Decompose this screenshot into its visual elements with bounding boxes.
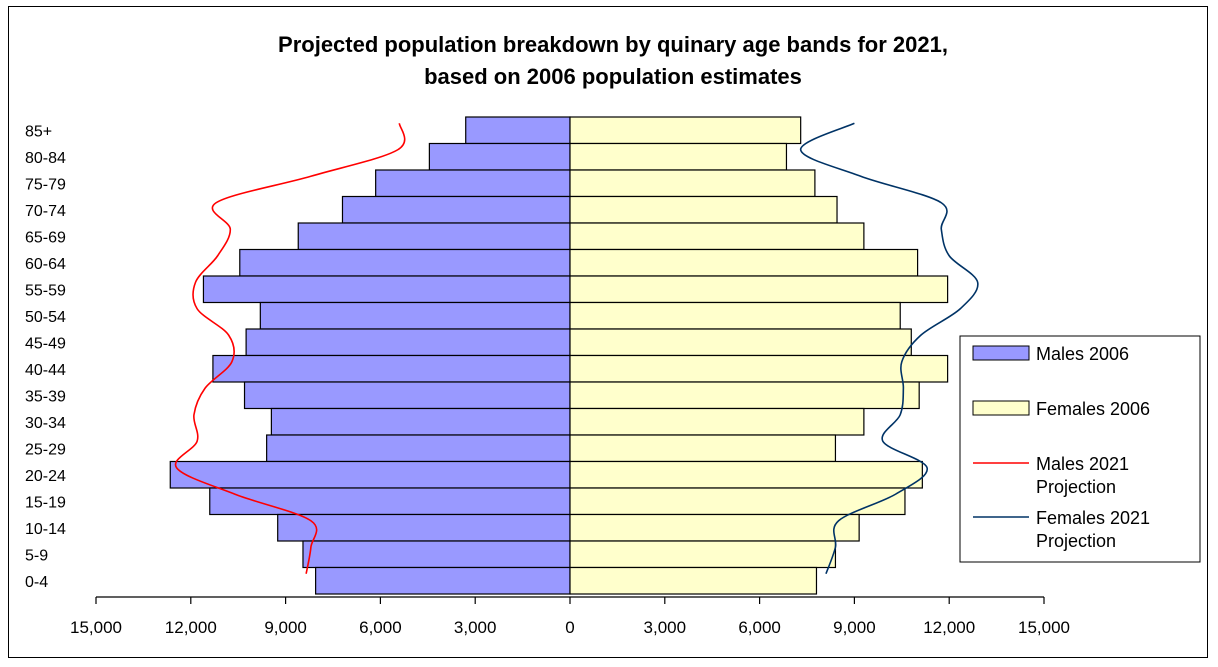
male-2006-bar: [302, 540, 571, 569]
legend-label: Males 2021: [1036, 454, 1129, 474]
x-tick-label: 0: [565, 618, 574, 637]
female-2006-bar: [569, 248, 919, 277]
x-tick-label: 3,000: [454, 618, 497, 637]
legend-label: Males 2006: [1036, 344, 1129, 364]
female-2006-bar: [569, 407, 865, 436]
chart-title-line: Projected population breakdown by quinar…: [278, 32, 948, 57]
female-2006-bar: [569, 222, 865, 251]
male-2006-bar: [428, 142, 571, 171]
male-2006-bar: [202, 275, 571, 304]
bars-layer: [169, 116, 949, 595]
female-2006-bar: [569, 566, 818, 595]
female-2006-bar: [569, 116, 802, 145]
age-band-label: 25-29: [25, 441, 66, 458]
male-2006-bar: [245, 328, 571, 357]
male-2006-bar: [259, 301, 571, 330]
male-2006-bar: [169, 460, 571, 489]
x-tick-label: 15,000: [1018, 618, 1070, 637]
chart-title-line: based on 2006 population estimates: [424, 64, 802, 89]
female-2006-bar: [569, 513, 860, 542]
age-band-label: 85+: [25, 123, 52, 140]
female-2006-bar: [569, 434, 837, 463]
male-2006-bar: [266, 434, 571, 463]
legend-swatch: [972, 345, 1030, 361]
x-tick-label: 3,000: [644, 618, 687, 637]
male-2006-bar: [465, 116, 571, 145]
female-2006-bar: [569, 301, 901, 330]
projection-lines: [174, 122, 979, 575]
female-2006-bar: [569, 142, 788, 171]
male-2006-bar: [375, 169, 571, 198]
chart-title: Projected population breakdown by quinar…: [278, 32, 948, 89]
female-2006-bar: [569, 328, 912, 357]
age-band-label: 55-59: [25, 282, 66, 299]
age-band-label: 0-4: [25, 574, 48, 591]
female-2006-bar: [569, 275, 949, 304]
age-band-label: 15-19: [25, 494, 66, 511]
legend-box: [959, 335, 1201, 563]
female-2006-bar: [569, 195, 838, 224]
age-band-label: 80-84: [25, 150, 66, 167]
female-2006-bar: [569, 487, 906, 516]
age-band-label: 50-54: [25, 309, 66, 326]
male-2006-bar: [243, 381, 571, 410]
age-band-label: 45-49: [25, 335, 66, 352]
male-2006-bar: [270, 407, 571, 436]
legend: Males 2006 Females 2006 Males 2021 Projecti…: [959, 335, 1201, 563]
male-2006-bar: [341, 195, 571, 224]
legend-label: Projection: [1036, 531, 1116, 551]
x-tick-label: 6,000: [359, 618, 402, 637]
legend-label: Females 2006: [1036, 399, 1150, 419]
x-tick-label: 6,000: [738, 618, 781, 637]
age-band-label: 20-24: [25, 468, 66, 485]
x-tick-label: 15,000: [70, 618, 122, 637]
legend-label: Females 2021: [1036, 508, 1150, 528]
age-band-label: 65-69: [25, 229, 66, 246]
male-2006-bar: [212, 354, 571, 383]
male-2006-bar: [277, 513, 571, 542]
x-tick-label: 9,000: [833, 618, 876, 637]
x-tick-label: 9,000: [264, 618, 307, 637]
female-2006-bar: [569, 540, 837, 569]
legend-label: Projection: [1036, 477, 1116, 497]
females-2021-projection-line: [799, 122, 979, 575]
x-tick-label: 12,000: [165, 618, 217, 637]
male-2006-bar: [315, 566, 571, 595]
age-band-labels: 85+ 80-84 75-79 70-74 65-69 60-64 55-59 50-54 45…: [25, 123, 66, 591]
male-2006-bar: [209, 487, 571, 516]
female-2006-bar: [569, 460, 923, 489]
age-band-label: 10-14: [25, 521, 66, 538]
age-band-label: 70-74: [25, 203, 66, 220]
age-band-label: 60-64: [25, 256, 66, 273]
age-band-label: 35-39: [25, 388, 66, 405]
male-2006-bar: [297, 222, 571, 251]
age-band-label: 30-34: [25, 415, 66, 432]
age-band-label: 5-9: [25, 547, 48, 564]
age-band-label: 75-79: [25, 176, 66, 193]
x-tick-label: 12,000: [923, 618, 975, 637]
male-2006-bar: [239, 248, 571, 277]
age-band-label: 40-44: [25, 362, 66, 379]
x-axis: 15,000 12,000 9,000 6,000 3,000 0 3,000 6,000 9,…: [70, 596, 1070, 637]
female-2006-bar: [569, 354, 949, 383]
female-2006-bar: [569, 381, 920, 410]
males-2021-projection-line: [174, 123, 406, 574]
female-2006-bar: [569, 169, 816, 198]
legend-swatch: [972, 400, 1030, 416]
